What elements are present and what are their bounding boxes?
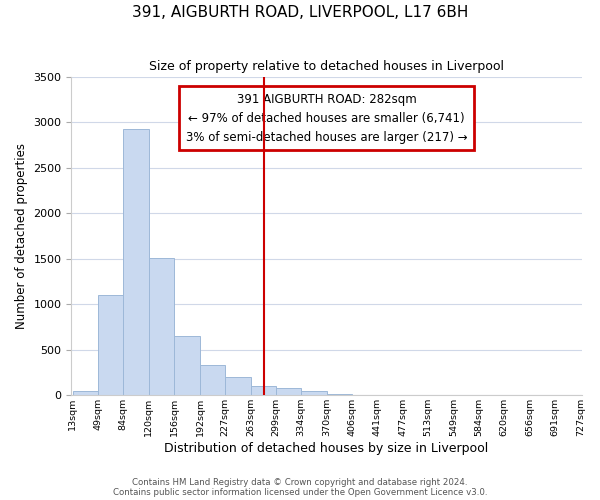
Text: 391, AIGBURTH ROAD, LIVERPOOL, L17 6BH: 391, AIGBURTH ROAD, LIVERPOOL, L17 6BH <box>132 5 468 20</box>
Bar <box>276 388 301 395</box>
Bar <box>149 258 175 395</box>
Bar <box>98 295 123 395</box>
Text: 391 AIGBURTH ROAD: 282sqm
← 97% of detached houses are smaller (6,741)
3% of sem: 391 AIGBURTH ROAD: 282sqm ← 97% of detac… <box>186 93 467 144</box>
Bar <box>251 386 276 395</box>
Bar <box>73 390 98 395</box>
Title: Size of property relative to detached houses in Liverpool: Size of property relative to detached ho… <box>149 60 504 73</box>
Bar <box>301 390 326 395</box>
Text: Contains HM Land Registry data © Crown copyright and database right 2024.
Contai: Contains HM Land Registry data © Crown c… <box>113 478 487 497</box>
Bar <box>200 365 225 395</box>
X-axis label: Distribution of detached houses by size in Liverpool: Distribution of detached houses by size … <box>164 442 489 455</box>
Y-axis label: Number of detached properties: Number of detached properties <box>15 143 28 329</box>
Bar <box>326 394 352 395</box>
Bar <box>225 378 251 395</box>
Bar <box>123 129 149 395</box>
Bar <box>175 336 200 395</box>
